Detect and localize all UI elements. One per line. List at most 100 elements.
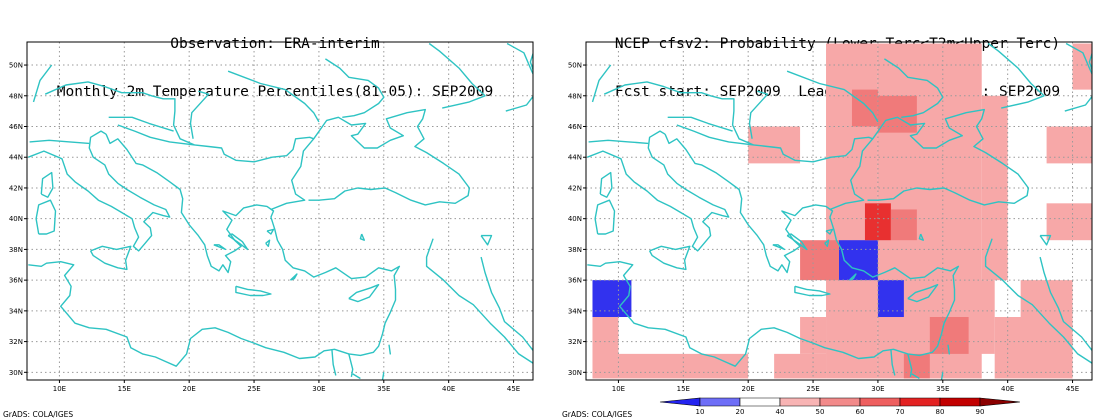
colorbar-label: 50 — [816, 408, 825, 416]
coastline — [587, 216, 960, 367]
lon-tick-label: 25E — [806, 385, 819, 393]
coastline — [40, 171, 54, 198]
coastline — [117, 124, 195, 146]
coastline — [213, 244, 227, 251]
probability-cell — [839, 240, 878, 281]
lat-tick-label: 42N — [568, 184, 582, 192]
coastline — [786, 233, 808, 251]
colorbar-label: 90 — [976, 408, 985, 416]
coastlines — [587, 42, 1120, 380]
coastlines — [28, 42, 533, 380]
coastline — [35, 199, 57, 235]
lat-tick-label: 38N — [9, 246, 23, 254]
probability-cell — [592, 317, 619, 379]
lat-tick-label: 32N — [568, 338, 582, 346]
right-map-panel: 10E 15E 20E 25E 30E 35E 40E 45E 30N 32N 34N 36N 38N 4… — [568, 41, 1120, 393]
lat-tick-label: 44N — [568, 154, 582, 162]
lon-tick-label: 15E — [677, 385, 690, 393]
coastline — [428, 42, 486, 109]
lat-tick-label: 46N — [9, 123, 23, 131]
colorbar-swatch — [939, 397, 981, 407]
lat-tick-label: 48N — [9, 92, 23, 100]
probability-cell — [890, 209, 917, 241]
lat-tick-label: 36N — [568, 277, 582, 285]
probability-cell — [1046, 203, 1092, 241]
lon-tick-label: 35E — [936, 385, 949, 393]
coastline — [594, 199, 616, 235]
coastline — [748, 90, 769, 139]
coastline — [352, 373, 361, 380]
lat-tick-label: 50N — [9, 62, 23, 70]
probability-cell — [851, 89, 878, 127]
coastline — [388, 344, 391, 355]
tick-labels: 10E 15E 20E 25E 30E 35E 40E 45E 30N 32N 34N 36N 38N 4… — [568, 62, 1079, 393]
colorbar-swatch — [659, 397, 701, 407]
coastline — [32, 64, 53, 103]
coastline — [772, 244, 786, 251]
colorbar-swatch — [979, 397, 1021, 407]
colorbar-swatch — [779, 397, 821, 407]
probability-cell — [1072, 43, 1092, 90]
lon-tick-label: 15E — [118, 385, 131, 393]
lat-tick-label: 32N — [9, 338, 23, 346]
coastline — [848, 273, 857, 281]
coastline — [1101, 134, 1120, 260]
colorbar: 10 20 40 50 60 70 80 90 — [659, 397, 1021, 416]
coastline — [44, 81, 314, 163]
lon-tick-label: 10E — [612, 385, 625, 393]
coastline — [235, 285, 272, 297]
coastline — [266, 228, 275, 235]
coastline — [890, 349, 896, 376]
probability-cell — [968, 280, 995, 354]
coastline — [480, 256, 533, 352]
right-credit: GrADS: COLA/IGES — [562, 410, 633, 419]
colorbar-swatch — [859, 397, 901, 407]
lat-tick-label: 42N — [9, 184, 23, 192]
lon-tick-label: 45E — [507, 385, 520, 393]
colorbar-label: 40 — [776, 408, 785, 416]
lat-tick-label: 34N — [9, 307, 23, 315]
lat-tick-label: 30N — [9, 369, 23, 377]
lon-tick-label: 40E — [442, 385, 455, 393]
lon-tick-label: 30E — [312, 385, 325, 393]
coastline — [28, 216, 401, 367]
coastline — [265, 239, 271, 248]
lon-tick-label: 25E — [247, 385, 260, 393]
colorbar-swatch — [899, 397, 941, 407]
lon-tick-label: 30E — [871, 385, 884, 393]
coastline — [648, 245, 691, 271]
lon-tick-label: 45E — [1066, 385, 1079, 393]
colorbar-label: 10 — [696, 408, 705, 416]
probability-cell — [774, 353, 827, 379]
coastline — [587, 130, 730, 252]
coastline — [108, 116, 174, 132]
coastline — [907, 353, 913, 378]
lat-tick-label: 30N — [568, 369, 582, 377]
colorbar-label: 20 — [736, 408, 745, 416]
probability-cell — [994, 317, 1073, 379]
lat-tick-label: 44N — [9, 154, 23, 162]
colorbar-label: 70 — [896, 408, 905, 416]
coastline — [105, 133, 275, 274]
coastline — [381, 372, 385, 380]
map-frame — [585, 41, 1093, 381]
grid-lines — [27, 42, 533, 380]
coastline — [331, 349, 337, 376]
coastline — [911, 373, 920, 380]
probability-cells — [592, 43, 1092, 379]
lon-tick-label: 20E — [183, 385, 196, 393]
probability-cell — [877, 95, 917, 133]
coastline — [1065, 42, 1092, 76]
coastline — [588, 139, 649, 145]
coastline — [667, 116, 733, 132]
lon-tick-label: 40E — [1001, 385, 1014, 393]
coastline — [987, 42, 1045, 109]
lat-tick-label: 50N — [568, 62, 582, 70]
colorbar-label: 80 — [936, 408, 945, 416]
probability-cell — [592, 280, 632, 318]
coastline — [505, 51, 533, 112]
lat-tick-label: 46N — [568, 123, 582, 131]
coastline — [1039, 256, 1092, 352]
colorbar-swatch — [739, 397, 781, 407]
